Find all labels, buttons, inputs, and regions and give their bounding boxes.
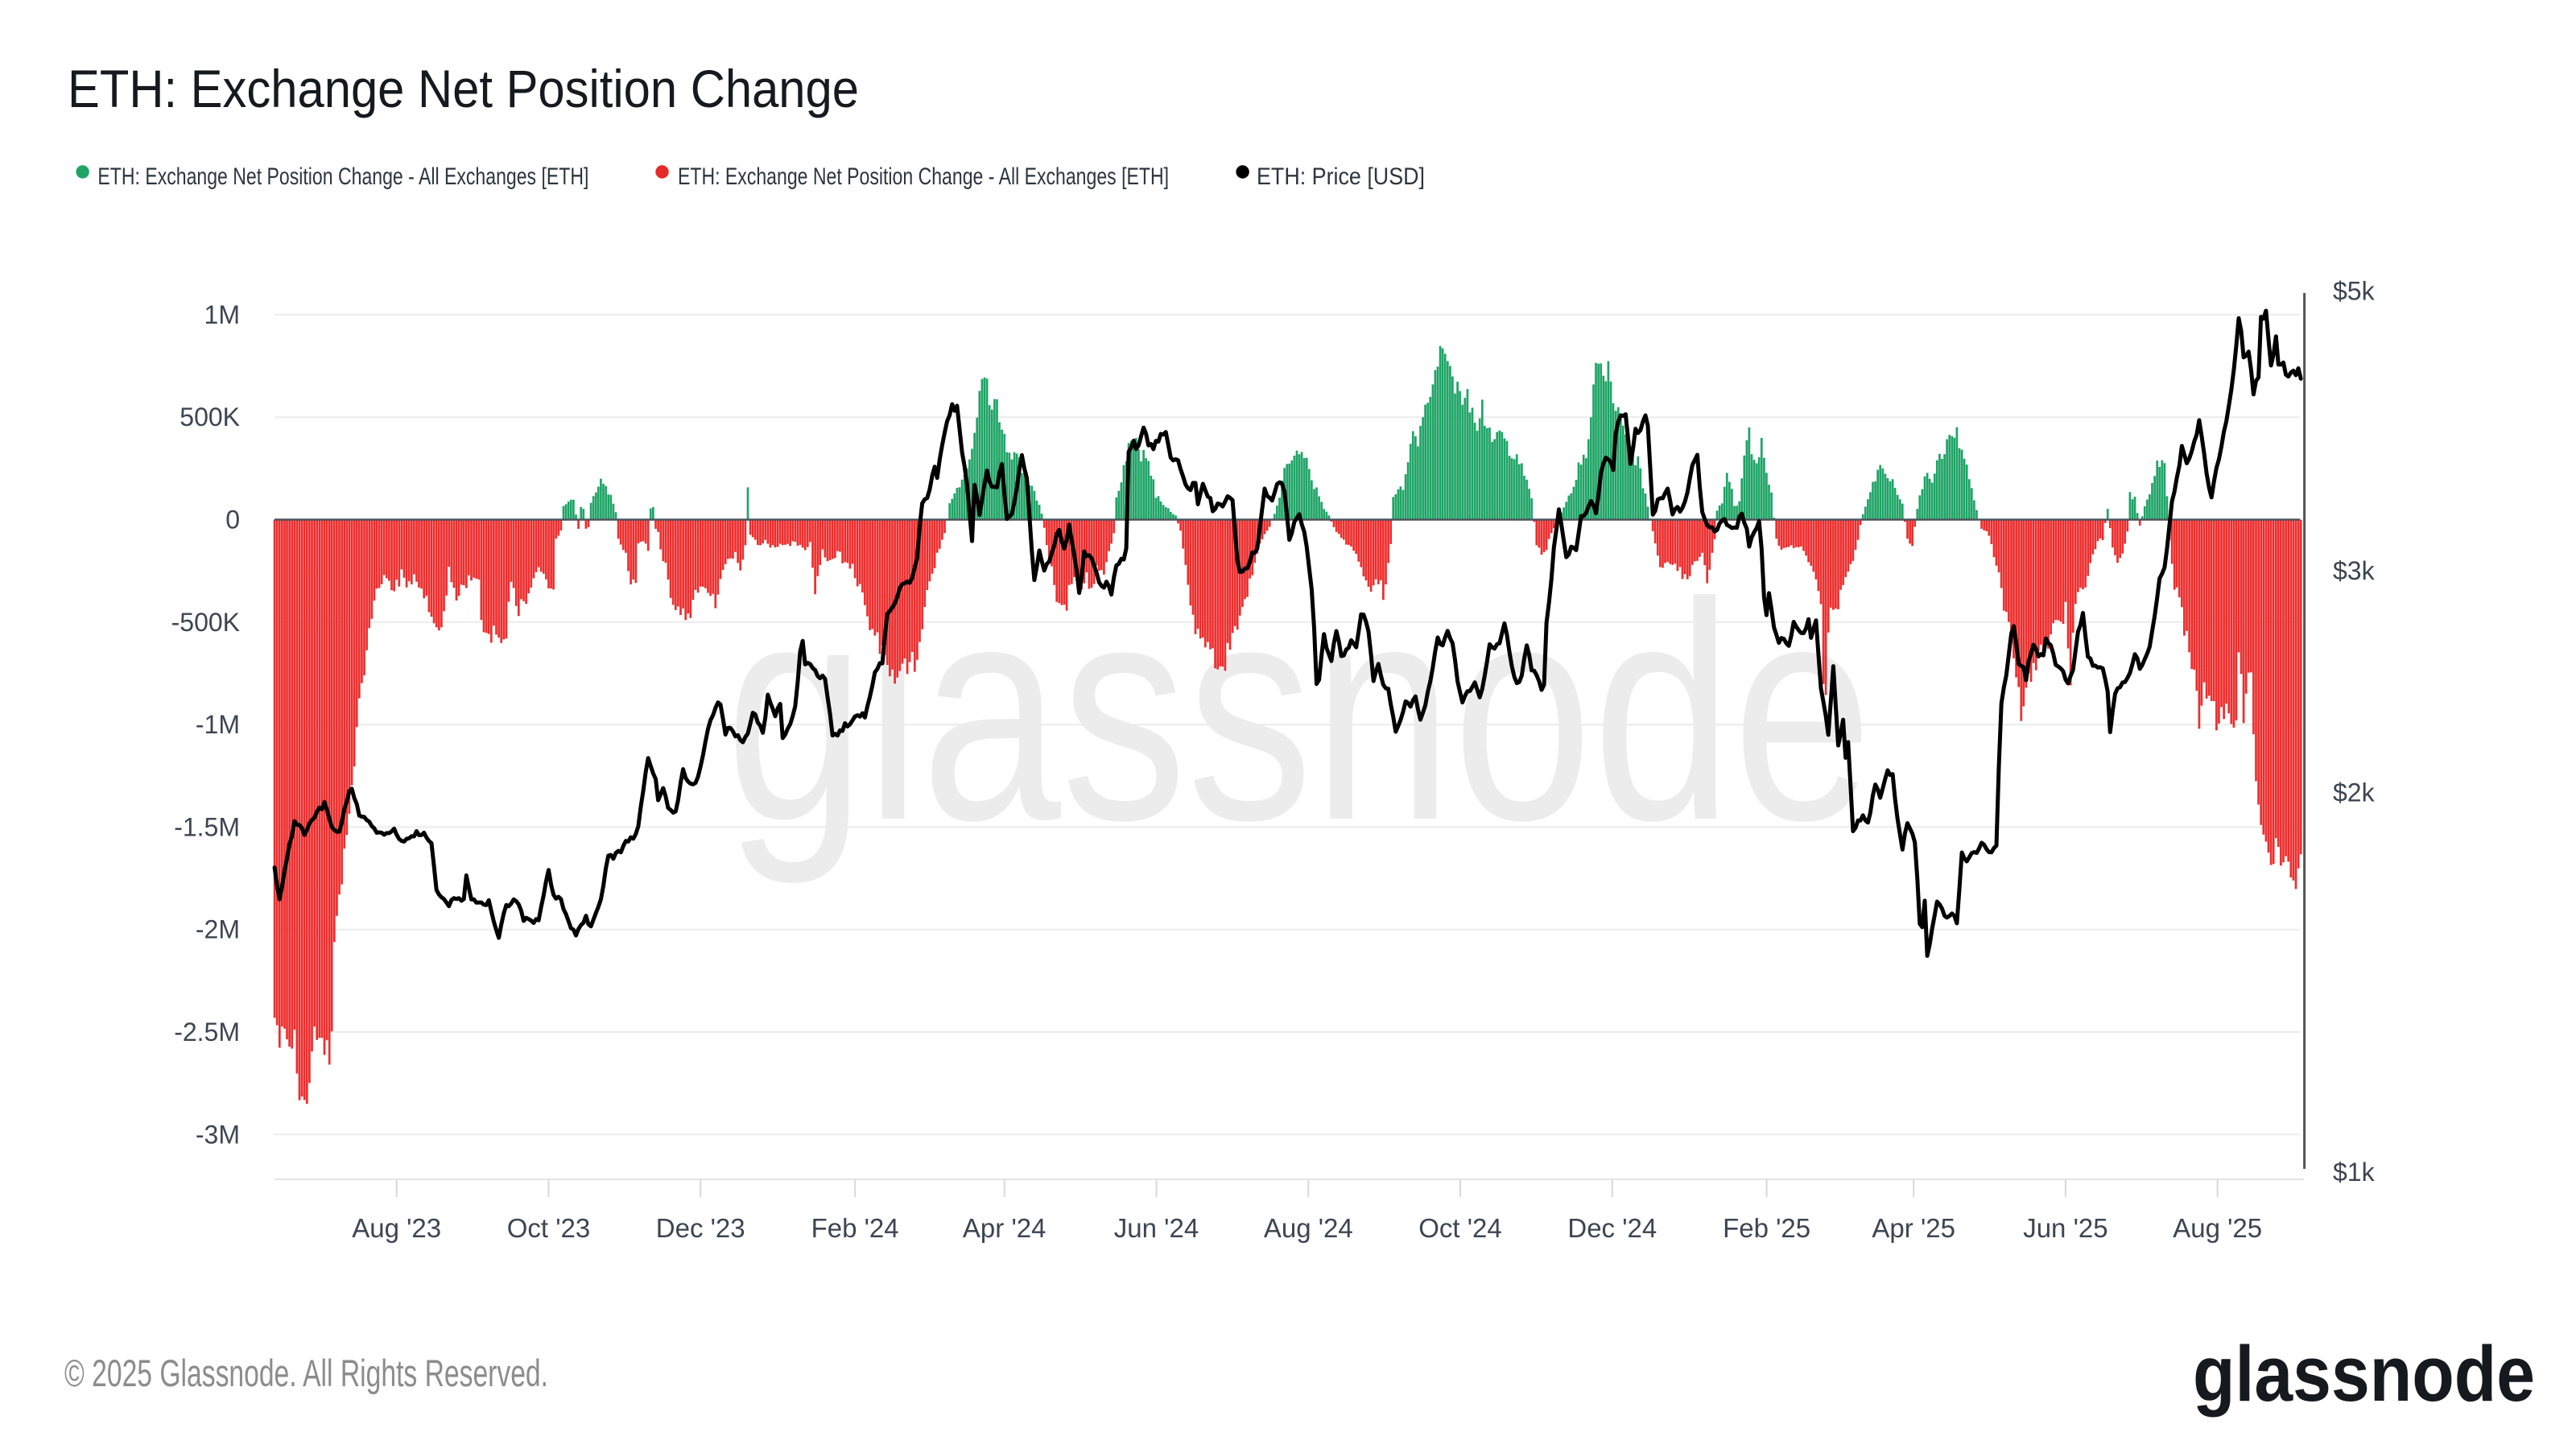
svg-text:ETH: Exchange Net Position Cha: ETH: Exchange Net Position Change - All …	[678, 163, 1169, 190]
svg-text:ETH: Exchange Net Position Cha: ETH: Exchange Net Position Change	[68, 59, 859, 118]
svg-text:$2k: $2k	[2333, 778, 2376, 807]
svg-text:Aug '23: Aug '23	[352, 1213, 441, 1243]
svg-text:-1.5M: -1.5M	[174, 812, 240, 841]
svg-text:0: 0	[225, 506, 240, 535]
svg-text:ETH: Price [USD]: ETH: Price [USD]	[1257, 163, 1425, 190]
svg-text:$1k: $1k	[2333, 1158, 2376, 1187]
svg-text:-3M: -3M	[196, 1120, 240, 1149]
svg-text:Oct '23: Oct '23	[507, 1213, 591, 1243]
svg-text:-500K: -500K	[171, 608, 240, 637]
svg-text:Apr '24: Apr '24	[963, 1213, 1046, 1243]
svg-text:1M: 1M	[204, 300, 240, 329]
svg-text:500K: 500K	[180, 402, 240, 431]
svg-text:Dec '24: Dec '24	[1567, 1213, 1657, 1243]
svg-text:Feb '25: Feb '25	[1723, 1213, 1810, 1243]
svg-text:-1M: -1M	[196, 710, 240, 739]
svg-text:-2M: -2M	[196, 915, 240, 944]
svg-text:© 2025 Glassnode. All Rights R: © 2025 Glassnode. All Rights Reserved.	[64, 1352, 548, 1394]
svg-text:Aug '24: Aug '24	[1264, 1213, 1353, 1243]
svg-text:Feb '24: Feb '24	[811, 1213, 899, 1243]
svg-text:Oct '24: Oct '24	[1418, 1213, 1502, 1243]
svg-text:-2.5M: -2.5M	[174, 1018, 240, 1046]
svg-text:Jun '25: Jun '25	[2023, 1213, 2107, 1243]
svg-text:Dec '23: Dec '23	[656, 1213, 745, 1243]
svg-text:Jun '24: Jun '24	[1114, 1213, 1199, 1243]
svg-text:ETH: Exchange Net Position Cha: ETH: Exchange Net Position Change - All …	[97, 163, 588, 190]
svg-text:glassnode: glassnode	[2193, 1330, 2535, 1418]
svg-text:$3k: $3k	[2333, 556, 2376, 585]
svg-text:Apr '25: Apr '25	[1872, 1213, 1955, 1243]
svg-text:Aug '25: Aug '25	[2173, 1213, 2262, 1243]
svg-text:$5k: $5k	[2333, 277, 2376, 306]
